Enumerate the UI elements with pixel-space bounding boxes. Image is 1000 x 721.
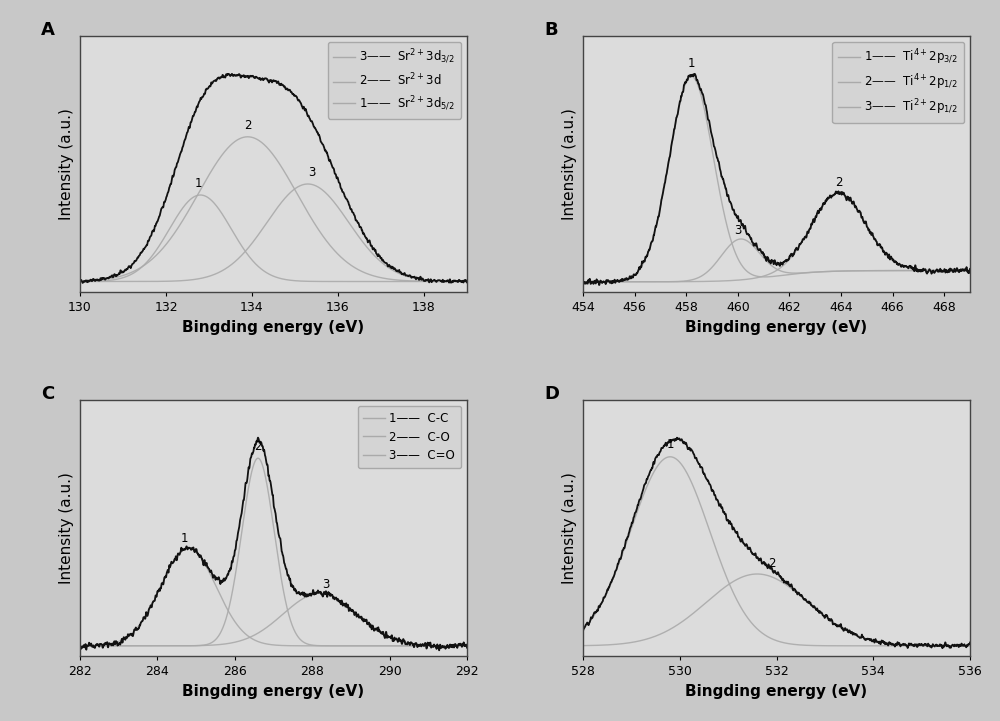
X-axis label: Bingding energy (eV): Bingding energy (eV) xyxy=(182,320,365,335)
Y-axis label: Intensity (a.u.): Intensity (a.u.) xyxy=(59,472,74,584)
Text: 3: 3 xyxy=(322,578,329,591)
Text: 1: 1 xyxy=(181,531,188,544)
Text: 3: 3 xyxy=(734,224,742,237)
Y-axis label: Intensity (a.u.): Intensity (a.u.) xyxy=(562,472,577,584)
Y-axis label: Intensity (a.u.): Intensity (a.u.) xyxy=(562,108,577,220)
Text: 2: 2 xyxy=(254,440,262,453)
Legend: 1——  C-C, 2——  C-O, 3——  C=O: 1—— C-C, 2—— C-O, 3—— C=O xyxy=(358,406,461,469)
Text: 1: 1 xyxy=(688,57,695,70)
Legend: 3——  Sr$^{2+}$3d$_{3/2}$, 2——  Sr$^{2+}$3d, 1——  Sr$^{2+}$3d$_{5/2}$: 3—— Sr$^{2+}$3d$_{3/2}$, 2—— Sr$^{2+}$3d… xyxy=(328,42,461,119)
Text: 1: 1 xyxy=(194,177,202,190)
Text: 1: 1 xyxy=(666,438,674,451)
Text: 2: 2 xyxy=(835,176,842,189)
X-axis label: Bingding energy (eV): Bingding energy (eV) xyxy=(685,684,868,699)
Legend: 1——  Ti$^{4+}$2p$_{3/2}$, 2——  Ti$^{4+}$2p$_{1/2}$, 3——  Ti$^{2+}$2p$_{1/2}$: 1—— Ti$^{4+}$2p$_{3/2}$, 2—— Ti$^{4+}$2p… xyxy=(832,42,964,123)
Text: D: D xyxy=(544,384,559,402)
Text: 3: 3 xyxy=(308,167,316,180)
X-axis label: Bingding energy (eV): Bingding energy (eV) xyxy=(685,320,868,335)
Text: 2: 2 xyxy=(244,119,251,132)
Text: C: C xyxy=(41,384,55,402)
Text: B: B xyxy=(544,21,558,39)
Text: A: A xyxy=(41,21,55,39)
X-axis label: Bingding energy (eV): Bingding energy (eV) xyxy=(182,684,365,699)
Text: 2: 2 xyxy=(768,557,775,570)
Y-axis label: Intensity (a.u.): Intensity (a.u.) xyxy=(59,108,74,220)
